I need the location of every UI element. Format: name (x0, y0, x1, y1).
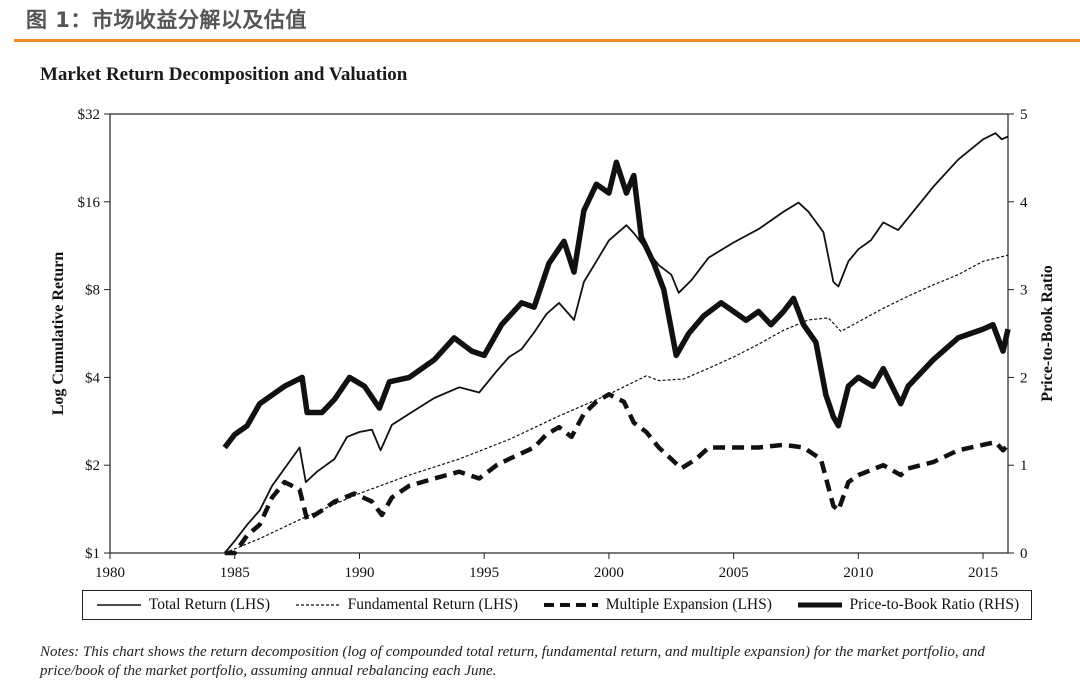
legend-item-price-to-book: Price-to-Book Ratio (RHS) (796, 596, 1020, 614)
y-tick-label: $2 (85, 458, 100, 474)
chart-title: Market Return Decomposition and Valuatio… (40, 64, 408, 85)
legend-swatch-fundamental-return (295, 604, 340, 606)
legend-label-price-to-book: Price-to-Book Ratio (RHS) (849, 596, 1020, 613)
legend-swatch-price-to-book (797, 602, 842, 608)
series-line-fundamental-return-lhs (224, 254, 1009, 554)
y-right-tick-label: 2 (1020, 370, 1028, 386)
x-tick-label: 2015 (968, 565, 998, 581)
figure-header: 图 1：市场收益分解以及估值 (26, 8, 307, 32)
legend-swatch-total-return (96, 604, 141, 606)
x-tick-label: 2000 (594, 565, 624, 581)
y-tick-label: $32 (78, 107, 101, 123)
x-tick-label: 2005 (719, 565, 749, 581)
series-line-price-to-book-ratio-rhs (222, 159, 1011, 450)
y-right-tick-label: 0 (1020, 546, 1028, 562)
x-tick-label: 1995 (469, 565, 499, 581)
x-tick-label: 2010 (843, 565, 873, 581)
legend-label-multiple-expansion: Multiple Expansion (LHS) (605, 596, 772, 613)
series-line-multiple-expansion-lhs (224, 392, 1010, 556)
y-right-tick-label: 4 (1020, 195, 1028, 211)
legend-label-total-return: Total Return (LHS) (148, 596, 270, 613)
y-right-tick-label: 3 (1020, 283, 1028, 299)
y-tick-label: $16 (78, 195, 101, 211)
series-line-total-return-lhs (224, 132, 1009, 554)
chart-canvas: 1980 1985 1990 1995 2000 2005 2010 2015$1$2$4$8… (50, 107, 1056, 581)
legend-label-fundamental-return: Fundamental Return (LHS) (347, 596, 519, 613)
x-tick-label: 1990 (344, 565, 374, 581)
y-tick-label: $4 (85, 370, 101, 386)
y-right-axis-label: Price-to-Book Ratio (1039, 265, 1056, 401)
legend-item-total-return: Total Return (LHS) (95, 596, 270, 614)
chart-notes: Notes: This chart shows the return decom… (40, 644, 985, 679)
legend-item-fundamental-return: Fundamental Return (LHS) (294, 596, 518, 614)
y-right-tick-label: 1 (1020, 458, 1028, 474)
header-divider (14, 39, 1080, 42)
legend-swatch-multiple-expansion (543, 603, 598, 607)
y-right-tick-label: 5 (1020, 107, 1028, 123)
plot-frame (109, 113, 1009, 554)
x-tick-label: 1980 (95, 565, 125, 581)
y-tick-label: $8 (85, 283, 100, 299)
y-axis-label: Log Cumulative Return (50, 252, 67, 416)
x-tick-label: 1985 (220, 565, 250, 581)
y-tick-label: $1 (85, 546, 100, 562)
legend-item-multiple-expansion: Multiple Expansion (LHS) (542, 596, 772, 614)
chart-legend: Total Return (LHS) Fundamental Return (L… (82, 590, 1032, 620)
